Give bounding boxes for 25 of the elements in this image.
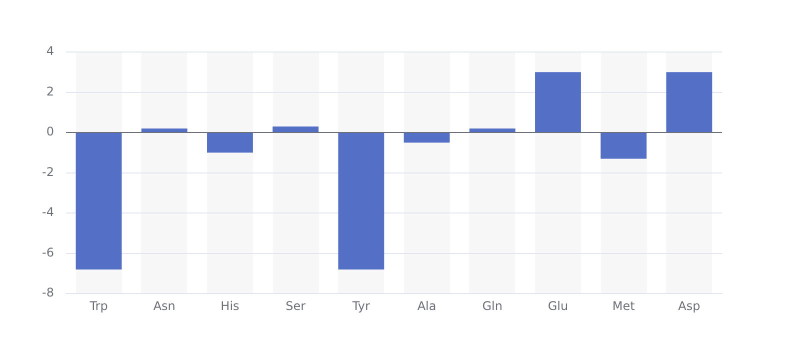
y-tick-label: 2: [46, 84, 54, 98]
bar: [535, 72, 581, 132]
y-tick-label: 0: [46, 124, 54, 139]
y-tick-label: -4: [42, 205, 54, 220]
x-tick-label: Gln: [482, 298, 503, 313]
bar: [272, 126, 319, 132]
bar: [600, 133, 647, 159]
y-tick-label: 4: [46, 44, 54, 58]
bar: [141, 128, 188, 132]
x-tick-label: Glu: [548, 298, 568, 313]
y-tick-label: -8: [42, 286, 54, 300]
x-tick-label: Ser: [286, 298, 306, 313]
x-tick-label: Tyr: [351, 298, 370, 313]
bar: [404, 133, 450, 143]
x-tick-label: Trp: [88, 298, 108, 313]
y-tick-label: -6: [42, 245, 54, 260]
y-tick-label: -2: [42, 164, 54, 179]
x-tick-label: Met: [612, 298, 636, 313]
bar: [207, 133, 253, 153]
x-tick-label: Asn: [153, 298, 176, 313]
x-tick-label: Asp: [678, 298, 700, 313]
bar: [469, 128, 516, 132]
bar: [666, 72, 712, 132]
x-tick-label: His: [220, 298, 240, 313]
x-tick-label: Ala: [417, 298, 436, 313]
